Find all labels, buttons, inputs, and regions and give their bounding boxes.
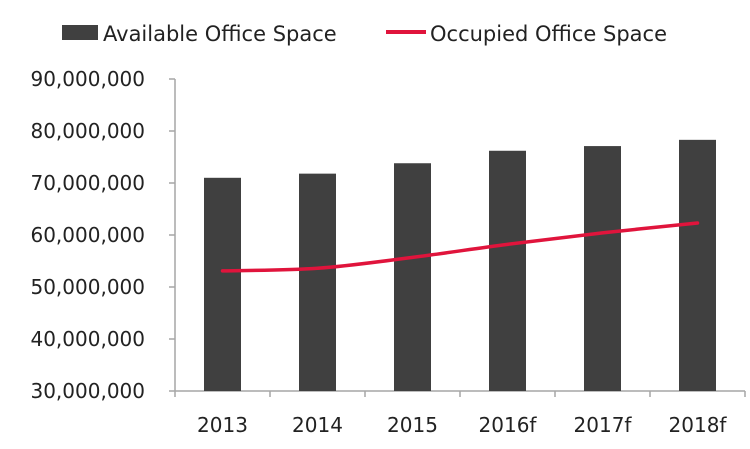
line-point-2015 — [412, 256, 413, 258]
line-series — [220, 221, 700, 273]
y-axis-tick-labels: 90,000,000 80,000,000 70,000,000 60,000,000… — [30, 67, 145, 403]
line-point-2014 — [317, 267, 318, 269]
y-tick-label: 90,000,000 — [30, 67, 145, 91]
x-tick-label: 2018f — [669, 413, 728, 437]
bar-2018f — [679, 139, 716, 391]
x-tick-label: 2015 — [387, 413, 438, 437]
bar-2017f — [584, 146, 621, 391]
y-tick-label: 60,000,000 — [30, 223, 145, 247]
bar-2015 — [394, 163, 431, 391]
bar-2016f — [489, 150, 526, 391]
x-tick-label: 2016f — [479, 413, 538, 437]
bar-2014 — [299, 173, 336, 391]
y-tick-label: 70,000,000 — [30, 171, 145, 195]
legend: Available Office Space Occupied Office S… — [62, 22, 667, 46]
line-point-2018f — [697, 222, 698, 224]
line-point-2017f — [602, 232, 603, 234]
legend-label-occupied: Occupied Office Space — [430, 22, 667, 46]
line-occupied-office-space — [220, 221, 700, 273]
legend-swatch-available — [62, 25, 98, 40]
x-tick-label: 2014 — [292, 413, 343, 437]
x-axis-tick-labels: 2013 2014 2015 2016f 2017f 2018f — [197, 413, 727, 437]
legend-label-available: Available Office Space — [103, 22, 337, 46]
y-tick-label: 30,000,000 — [30, 379, 145, 403]
bar-2013 — [204, 177, 241, 391]
x-tick-label: 2013 — [197, 413, 248, 437]
y-tick-label: 80,000,000 — [30, 119, 145, 143]
y-tick-label: 40,000,000 — [30, 327, 145, 351]
x-tick-label: 2017f — [574, 413, 633, 437]
line-point-2016f — [507, 243, 508, 245]
bar-series — [204, 139, 716, 391]
axes — [169, 78, 746, 397]
y-tick-label: 50,000,000 — [30, 275, 145, 299]
line-point-2013 — [222, 270, 223, 272]
